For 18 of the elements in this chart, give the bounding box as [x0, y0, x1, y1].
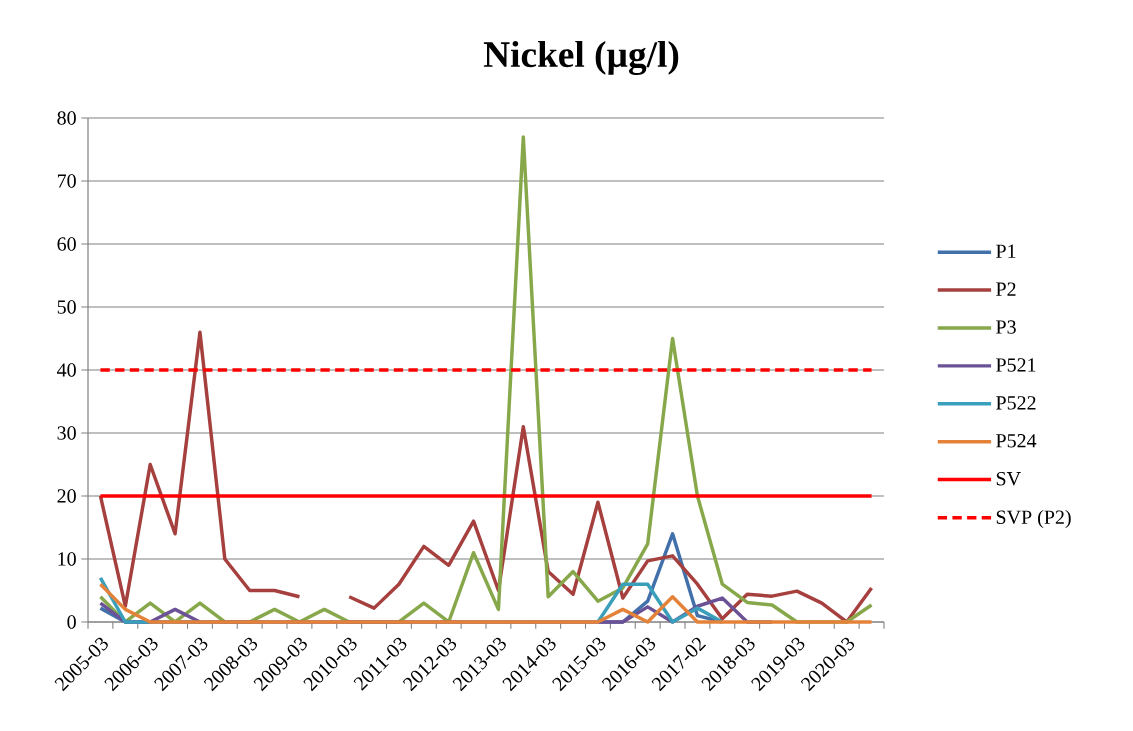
legend-label: P2 — [996, 282, 1016, 296]
y-tick-label: 10 — [58, 552, 76, 566]
y-tick-label: 60 — [57, 237, 76, 251]
legend-label: P524 — [996, 434, 1037, 448]
y-tick-label: 40 — [57, 363, 76, 377]
legend-label: SV — [996, 471, 1021, 486]
legend-label: P521 — [996, 358, 1036, 372]
chart-title: Nickel (µg/l) — [483, 40, 679, 76]
legend-label: P522 — [996, 396, 1036, 410]
legend-label: P3 — [996, 320, 1016, 334]
y-tick-label: 80 — [57, 111, 76, 125]
y-tick-label: 70 — [57, 174, 76, 188]
y-tick-label: 30 — [57, 426, 76, 440]
legend-label: SVP (P2) — [996, 509, 1071, 529]
y-tick-label: 20 — [57, 489, 76, 503]
y-tick-label: 50 — [57, 300, 76, 314]
legend-label: P1 — [996, 244, 1016, 258]
y-tick-label: 0 — [67, 615, 76, 629]
